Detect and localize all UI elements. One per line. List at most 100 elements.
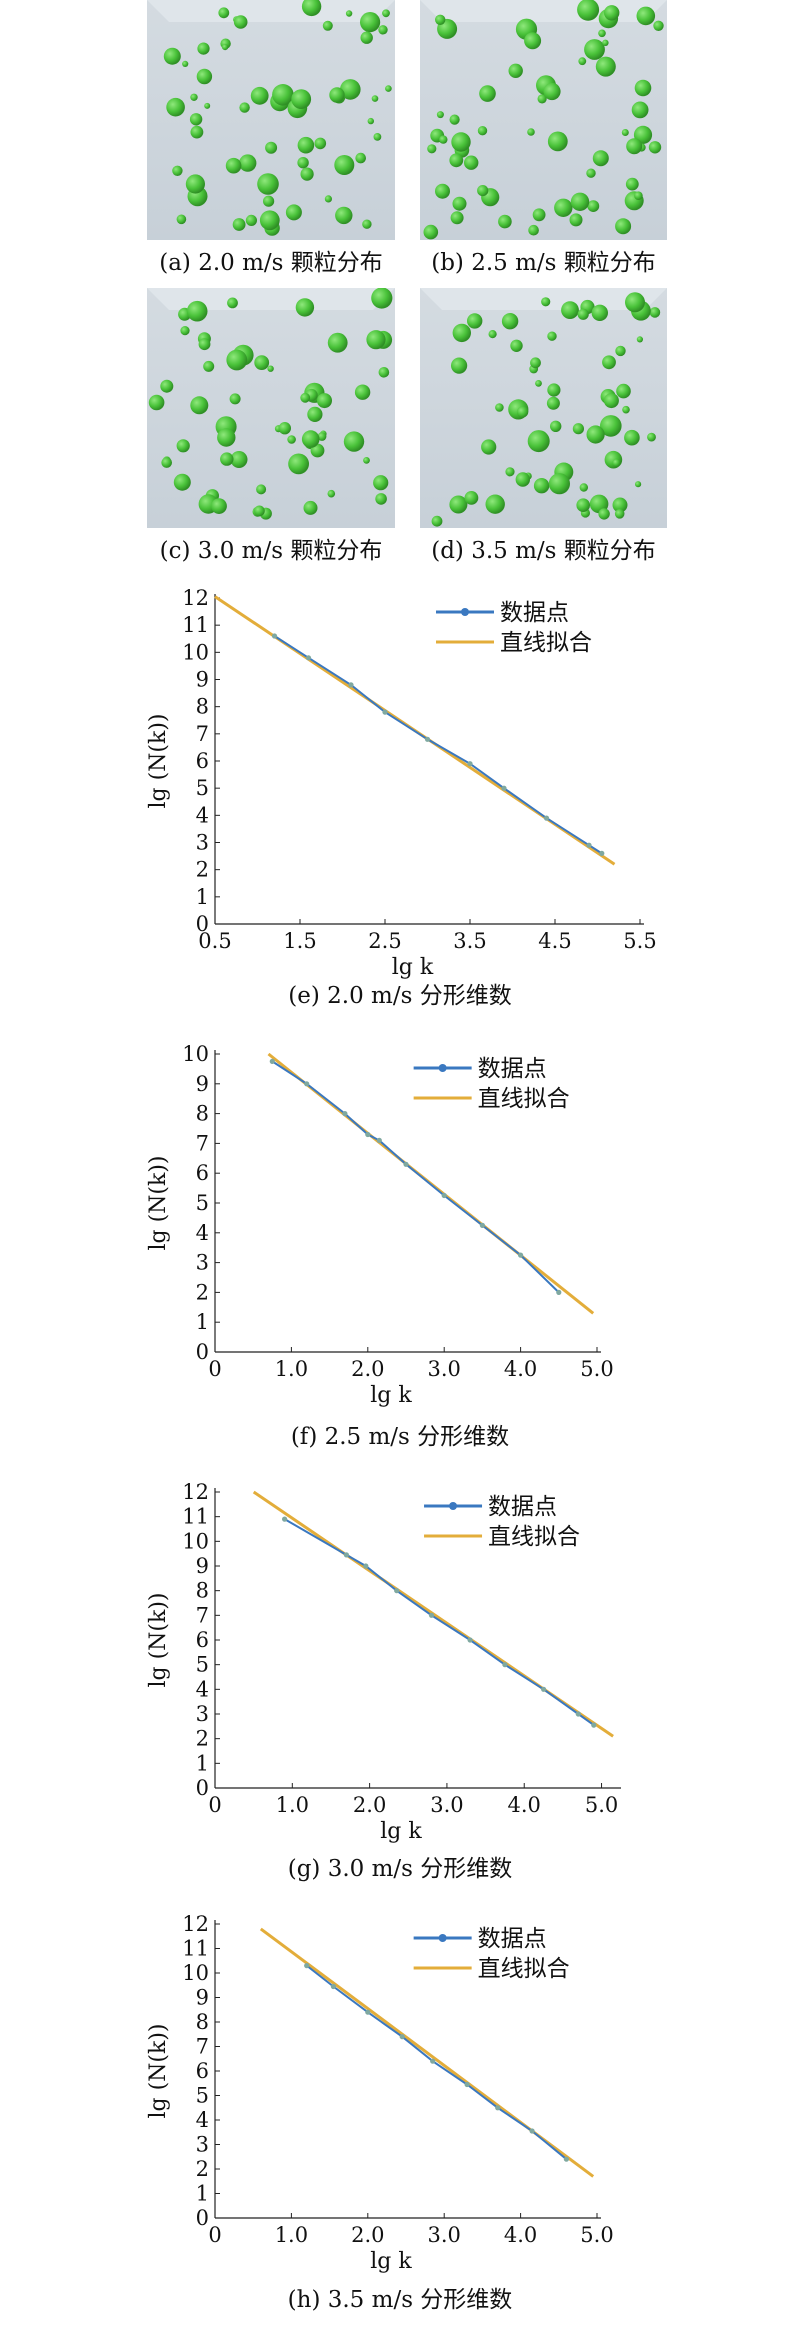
chart-caption: (h) 3.5 m/s 分形维数	[288, 2287, 513, 2313]
legend-label-data: 数据点	[478, 1056, 547, 1082]
chart-f: 0 1 2 3 4 5 6 7 8 9 10 0 1.0 2.0 3.0 4.0 5.0 lg k lg (N(k)…	[0, 1032, 800, 1468]
data-point	[399, 2034, 405, 2040]
x-tick-label: 0	[208, 1793, 221, 1817]
panel-caption-d: (d) 3.5 m/s 颗粒分布	[431, 538, 656, 564]
x-tick-label: 5.0	[580, 1357, 613, 1381]
y-tick-label: 1	[196, 1751, 209, 1775]
y-tick-label: 6	[196, 1628, 209, 1652]
data-line	[271, 1060, 560, 1294]
chart-h: 0 1 2 3 4 5 6 7 8 9 10 11 12 0 1.0 2.0 3.0 4.0 5.0 lg k lg (…	[0, 1900, 800, 2329]
y-tick-label: 7	[196, 1131, 209, 1155]
data-line	[306, 1964, 568, 2160]
data-point	[365, 2009, 371, 2015]
panel-caption-b: (b) 2.5 m/s 颗粒分布	[431, 250, 656, 276]
x-axis-label: lg k	[392, 955, 434, 980]
data-point	[348, 682, 354, 688]
legend-label-fit: 直线拟合	[500, 630, 592, 656]
x-tick-label: 1.0	[275, 1357, 308, 1381]
y-tick-label: 4	[196, 1677, 209, 1701]
data-point	[599, 850, 605, 856]
data-point	[541, 1686, 547, 1692]
y-tick-label: 10	[182, 1529, 209, 1553]
data-point	[424, 736, 431, 742]
y-tick-label: 9	[196, 668, 209, 692]
panel-caption-c: (c) 3.0 m/s 颗粒分布	[159, 538, 383, 564]
chart-g: 0 1 2 3 4 5 6 7 8 9 10 11 12 0 1.0 2.0 3.0 4.0 5.0 lg k lg (…	[0, 1468, 800, 1898]
data-point	[543, 815, 550, 821]
x-tick-label: 2.0	[353, 1793, 386, 1817]
legend-marker-data	[438, 1934, 447, 1942]
legend-marker-data	[438, 1064, 447, 1072]
y-tick-label: 5	[196, 776, 209, 800]
x-tick-label: 3.0	[427, 2223, 460, 2247]
data-point	[464, 2081, 470, 2088]
y-tick-label: 2	[196, 1280, 209, 1304]
x-tick-label: 2.0	[351, 2223, 384, 2247]
y-tick-label: 8	[196, 1102, 209, 1126]
x-axis-label: lg k	[380, 1819, 422, 1844]
data-line	[273, 635, 603, 855]
data-point	[563, 2156, 570, 2162]
y-tick-label: 0	[196, 1776, 209, 1800]
data-point	[518, 1252, 524, 1258]
particle-scatter-d	[420, 288, 667, 527]
x-tick-label: 1.0	[276, 1793, 309, 1817]
y-tick-label: 12	[182, 586, 209, 610]
y-tick-label: 2	[196, 858, 209, 882]
y-axis-label: lg (N(k))	[146, 713, 171, 808]
y-tick-label: 0	[196, 2206, 209, 2230]
data-point	[467, 1637, 473, 1643]
x-tick-label: 0	[208, 2223, 221, 2247]
legend-marker-data	[449, 1502, 458, 1510]
x-tick-label: 4.5	[538, 929, 571, 953]
y-tick-label: 9	[196, 1072, 209, 1096]
chart-f-svg: 0 1 2 3 4 5 6 7 8 9 10 0 1.0 2.0 3.0 4.0 5.0 lg k lg (N(k)…	[146, 1042, 614, 1450]
y-tick-label: 1	[196, 2182, 209, 2206]
y-tick-label: 7	[196, 1603, 209, 1627]
chart-caption: (e) 2.0 m/s 分形维数	[288, 983, 511, 1009]
y-axis-label: lg (N(k))	[146, 1592, 171, 1687]
data-point	[342, 1111, 348, 1117]
data-point	[304, 1081, 310, 1087]
data-point	[282, 1516, 288, 1522]
y-tick-label: 6	[196, 749, 209, 773]
legend-label-data: 数据点	[500, 600, 569, 626]
y-tick-label: 4	[196, 803, 209, 827]
legend-label-fit: 直线拟合	[478, 1956, 570, 1982]
particle-scatter-c	[147, 288, 395, 520]
y-tick-label: 10	[182, 1042, 209, 1066]
data-point	[529, 2128, 535, 2134]
y-tick-label: 3	[196, 831, 209, 855]
x-axis-label: lg k	[370, 1383, 412, 1408]
y-tick-label: 0	[196, 912, 209, 936]
y-tick-label: 2	[196, 2157, 209, 2181]
y-tick-label: 5	[196, 2084, 209, 2108]
x-tick-label: 4.0	[504, 1357, 537, 1381]
y-tick-label: 10	[182, 1961, 209, 1985]
data-point	[575, 1711, 581, 1717]
particle-panel-b	[420, 0, 667, 240]
panel-caption-a: (a) 2.0 m/s 颗粒分布	[159, 250, 383, 276]
particle-panel-d	[420, 288, 667, 528]
y-tick-label: 12	[182, 1480, 209, 1504]
chart-e: 0 1 2 3 4 5 6 7 8 9 10 11 12 0.5 1.5 2.5 3.5 4.5 5.5 lg k lg…	[0, 578, 800, 1018]
y-tick-label: 11	[182, 613, 209, 637]
y-tick-label: 9	[196, 1554, 209, 1578]
legend-marker-data	[461, 608, 469, 616]
x-tick-label: 3.5	[453, 929, 486, 953]
x-tick-label: 1.0	[275, 2223, 308, 2247]
data-point	[501, 785, 507, 791]
data-point	[343, 1552, 349, 1558]
data-point	[365, 1131, 371, 1138]
x-tick-label: 1.5	[283, 929, 316, 953]
y-tick-label: 11	[182, 1505, 209, 1529]
x-tick-label: 0	[208, 1357, 221, 1381]
x-tick-label: 5.5	[623, 929, 656, 953]
y-tick-label: 12	[182, 1912, 209, 1936]
y-tick-label: 3	[196, 1251, 209, 1275]
data-point	[556, 1289, 562, 1295]
data-point	[269, 1058, 275, 1064]
